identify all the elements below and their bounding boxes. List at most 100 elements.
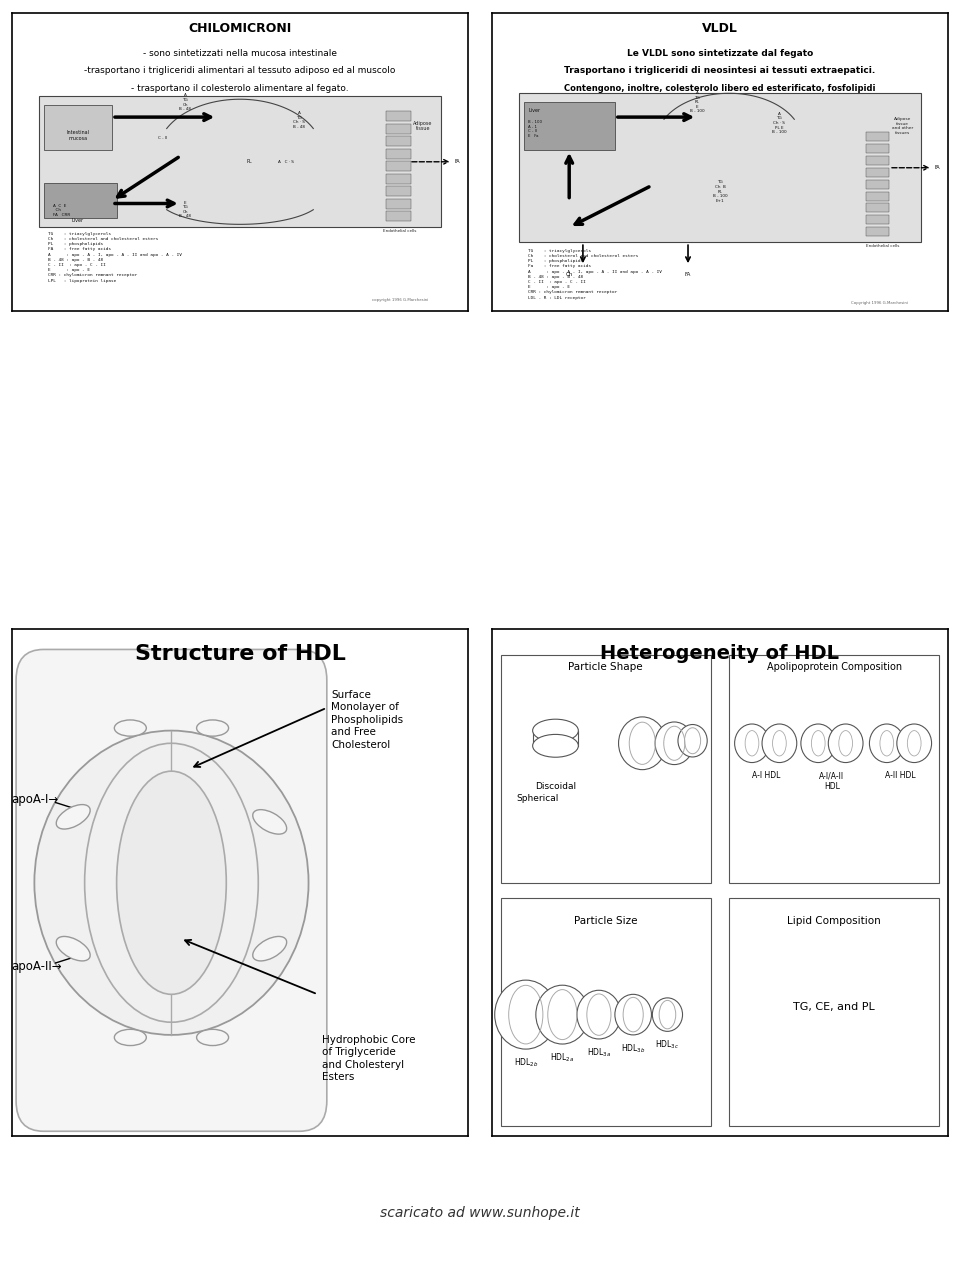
Text: HDL$_{3c}$: HDL$_{3c}$ xyxy=(656,1039,680,1052)
Circle shape xyxy=(494,980,557,1049)
Circle shape xyxy=(35,731,308,1035)
Bar xyxy=(501,898,710,1126)
Ellipse shape xyxy=(57,936,90,960)
Ellipse shape xyxy=(252,936,287,960)
Ellipse shape xyxy=(114,720,146,736)
Bar xyxy=(39,96,441,227)
Bar xyxy=(386,123,411,134)
Text: apoA-I→: apoA-I→ xyxy=(12,792,59,805)
Circle shape xyxy=(801,724,835,763)
Text: TG
Ch  B
PL
B - 100
E+1: TG Ch B PL B - 100 E+1 xyxy=(712,180,728,203)
Ellipse shape xyxy=(114,1030,146,1045)
Circle shape xyxy=(762,724,797,763)
Bar xyxy=(866,216,889,225)
Circle shape xyxy=(678,724,708,758)
Text: Heterogeneity of HDL: Heterogeneity of HDL xyxy=(601,645,839,664)
Ellipse shape xyxy=(116,772,227,994)
Circle shape xyxy=(897,724,931,763)
Bar xyxy=(866,155,889,164)
Circle shape xyxy=(870,724,904,763)
Text: A-I/A-II
HDL: A-I/A-II HDL xyxy=(820,772,845,791)
Text: A-I HDL: A-I HDL xyxy=(752,772,780,781)
Ellipse shape xyxy=(533,719,578,742)
Text: Discoidal: Discoidal xyxy=(535,782,576,791)
Ellipse shape xyxy=(197,1030,228,1045)
Text: copyright 1996 G.Marchesini: copyright 1996 G.Marchesini xyxy=(372,298,428,302)
Bar xyxy=(866,144,889,153)
Text: Adipose
tissue: Adipose tissue xyxy=(413,121,432,131)
Text: -trasportano i trigliceridi alimentari al tessuto adiposo ed al muscolo: -trasportano i trigliceridi alimentari a… xyxy=(84,67,396,76)
Text: PL: PL xyxy=(247,159,252,164)
Text: scaricato ad www.sunhope.it: scaricato ad www.sunhope.it xyxy=(380,1207,580,1220)
Bar xyxy=(43,182,116,218)
Text: C - II: C - II xyxy=(157,136,167,140)
Bar xyxy=(386,112,411,121)
Text: Copyright 1996 G.Marchesini: Copyright 1996 G.Marchesini xyxy=(852,300,908,304)
Text: HDL$_{3a}$: HDL$_{3a}$ xyxy=(587,1046,612,1059)
Bar xyxy=(386,212,411,221)
Ellipse shape xyxy=(252,810,287,835)
Text: Le VLDL sono sintetizzate dal fegato: Le VLDL sono sintetizzate dal fegato xyxy=(627,49,813,58)
Bar xyxy=(519,94,921,243)
Text: TG    : triacylglycerols
Ch    : cholesterol and cholesterol esters
PL    : phos: TG : triacylglycerols Ch : cholesterol a… xyxy=(48,232,182,282)
Bar xyxy=(386,136,411,146)
Text: HDL$_{2b}$: HDL$_{2b}$ xyxy=(514,1057,538,1070)
Text: Endothelial cells: Endothelial cells xyxy=(866,244,900,248)
Text: A-II HDL: A-II HDL xyxy=(885,772,916,781)
Bar xyxy=(730,898,939,1126)
Text: Surface
Monolayer of
Phospholipids
and Free
Cholesterol: Surface Monolayer of Phospholipids and F… xyxy=(331,690,403,750)
Text: Intestinal
mucosa: Intestinal mucosa xyxy=(66,130,89,141)
Text: Spherical: Spherical xyxy=(516,794,559,802)
Ellipse shape xyxy=(533,734,578,758)
Circle shape xyxy=(577,990,621,1039)
Circle shape xyxy=(734,724,769,763)
Text: A
TG
Ch · S
PL E
B - 100: A TG Ch · S PL E B - 100 xyxy=(772,112,786,135)
Bar xyxy=(386,173,411,184)
Circle shape xyxy=(618,716,666,769)
Text: Liver: Liver xyxy=(528,108,540,113)
Bar xyxy=(386,186,411,196)
Text: Lipid Composition: Lipid Composition xyxy=(787,915,881,926)
Text: Apolipoprotein Composition: Apolipoprotein Composition xyxy=(767,663,901,672)
Bar xyxy=(866,203,889,212)
Text: A
TG
Ch · S
B - 48: A TG Ch · S B - 48 xyxy=(294,112,305,128)
Text: - trasportano il colesterolo alimentare al fegato.: - trasportano il colesterolo alimentare … xyxy=(132,85,348,94)
Text: FA: FA xyxy=(455,159,461,164)
Circle shape xyxy=(655,722,693,764)
Text: CHILOMICRONI: CHILOMICRONI xyxy=(188,22,292,35)
Ellipse shape xyxy=(57,805,90,829)
Bar xyxy=(43,105,112,150)
Text: A  C  E
  Ch: A C E Ch xyxy=(53,204,66,212)
Text: Ch: Ch xyxy=(565,272,573,277)
Text: E
TG
Ch
B - 48: E TG Ch B - 48 xyxy=(180,200,191,218)
Bar xyxy=(866,180,889,189)
Text: Trasportano i trigliceridi di neosintesi ai tessuti extraepatici.: Trasportano i trigliceridi di neosintesi… xyxy=(564,67,876,76)
Text: Liver: Liver xyxy=(72,218,84,223)
Bar xyxy=(866,132,889,141)
Text: TG, CE, and PL: TG, CE, and PL xyxy=(793,1002,876,1012)
Circle shape xyxy=(536,985,588,1044)
Circle shape xyxy=(828,724,863,763)
Text: B - 100
A - 1
C - II
E   Fa: B - 100 A - 1 C - II E Fa xyxy=(528,121,542,137)
Text: apoA-II→: apoA-II→ xyxy=(12,960,62,973)
Bar xyxy=(386,162,411,171)
Text: Structure of HDL: Structure of HDL xyxy=(134,645,346,664)
Text: - sono sintetizzati nella mucosa intestinale: - sono sintetizzati nella mucosa intesti… xyxy=(143,49,337,58)
Ellipse shape xyxy=(197,720,228,736)
Text: HDL$_{3b}$: HDL$_{3b}$ xyxy=(621,1043,645,1055)
Bar xyxy=(523,103,615,150)
Bar xyxy=(386,199,411,209)
Text: TG    : triacylglycerols
Ch    : cholesterol and cholesterol esters
PL    : phos: TG : triacylglycerols Ch : cholesterol a… xyxy=(528,249,662,299)
Bar xyxy=(730,655,939,883)
Bar xyxy=(866,168,889,177)
Text: FA   CRR: FA CRR xyxy=(53,213,70,217)
Circle shape xyxy=(615,994,652,1035)
Text: FA: FA xyxy=(684,272,691,277)
Text: VLDL: VLDL xyxy=(702,22,738,35)
Text: Endothelial cells: Endothelial cells xyxy=(383,229,417,232)
Text: FA: FA xyxy=(935,166,941,171)
Text: Particle Shape: Particle Shape xyxy=(568,663,643,672)
Text: HDL$_{2a}$: HDL$_{2a}$ xyxy=(550,1052,574,1064)
Bar xyxy=(866,227,889,236)
Text: Contengono, inoltre, colesterolo libero ed esterificato, fosfolipidi: Contengono, inoltre, colesterolo libero … xyxy=(564,85,876,94)
